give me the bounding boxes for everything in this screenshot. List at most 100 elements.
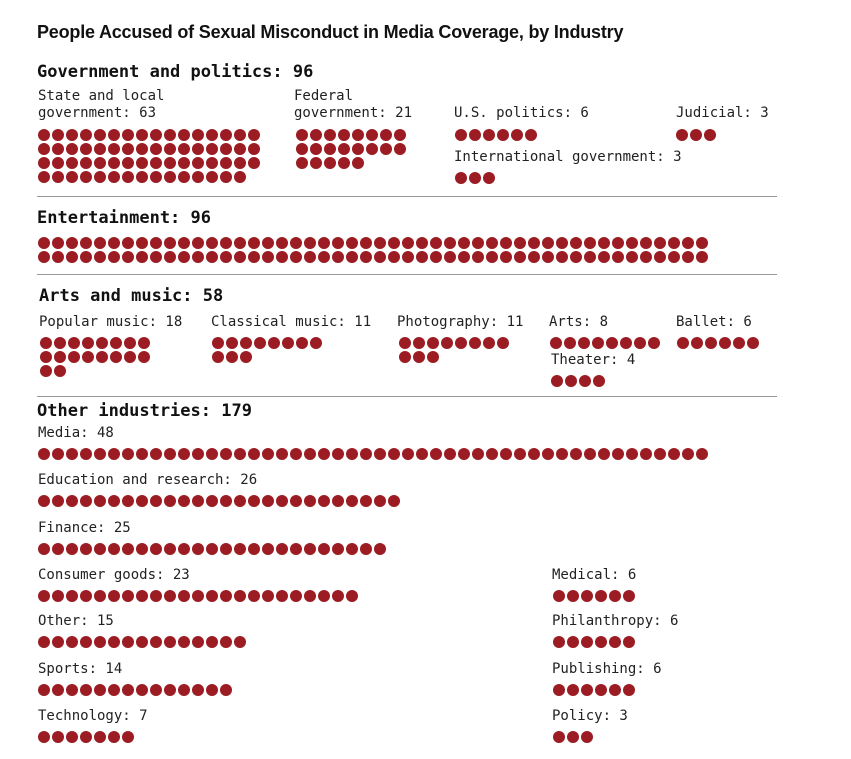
dot-publishing [581, 684, 593, 696]
dot-other [122, 636, 134, 648]
dot-photo [455, 337, 467, 349]
dot-uspolitics [497, 129, 509, 141]
dot-other [206, 636, 218, 648]
dot-entertainment [486, 237, 498, 249]
dot-state [192, 157, 204, 169]
dot-entertainment [626, 237, 638, 249]
dot-media [318, 448, 330, 460]
dot-entertainment [164, 251, 176, 263]
dot-intlgov [483, 172, 495, 184]
dot-entertainment [346, 251, 358, 263]
dot-education [346, 495, 358, 507]
dot-federal [310, 143, 322, 155]
group-label-state-local: State and local government: 63 [38, 88, 165, 121]
dot-media [206, 448, 218, 460]
dot-entertainment [388, 237, 400, 249]
dot-other [108, 636, 120, 648]
dot-federal [380, 143, 392, 155]
section-title-government: Government and politics: 96 [37, 62, 314, 82]
dot-entertainment [444, 237, 456, 249]
dot-philanthropy [623, 636, 635, 648]
dot-finance [136, 543, 148, 555]
dot-state [38, 143, 50, 155]
dot-state [248, 143, 260, 155]
dot-entertainment [290, 237, 302, 249]
dot-media [360, 448, 372, 460]
dot-arts [606, 337, 618, 349]
dot-state [178, 129, 190, 141]
dot-classical [310, 337, 322, 349]
dot-state [136, 157, 148, 169]
dot-state [122, 129, 134, 141]
dot-technology [108, 731, 120, 743]
dot-consumer [248, 590, 260, 602]
dot-media [570, 448, 582, 460]
dot-entertainment [360, 251, 372, 263]
dot-entertainment [262, 237, 274, 249]
dot-uspolitics [455, 129, 467, 141]
dot-popmusic [138, 337, 150, 349]
dot-consumer [52, 590, 64, 602]
dot-judicial [704, 129, 716, 141]
dot-state [66, 157, 78, 169]
dot-finance [108, 543, 120, 555]
dot-education [388, 495, 400, 507]
dot-other [136, 636, 148, 648]
dot-uspolitics [469, 129, 481, 141]
dot-entertainment [374, 237, 386, 249]
dot-media [388, 448, 400, 460]
dot-other [178, 636, 190, 648]
dot-classical [212, 337, 224, 349]
dot-classical [240, 337, 252, 349]
group-label-international-government: International government: 3 [454, 149, 682, 165]
dot-entertainment [94, 251, 106, 263]
dot-education [276, 495, 288, 507]
dot-state [136, 143, 148, 155]
dot-federal [338, 129, 350, 141]
dot-publishing [567, 684, 579, 696]
dot-sports [122, 684, 134, 696]
dot-entertainment [528, 237, 540, 249]
dot-entertainment [80, 251, 92, 263]
dot-education [178, 495, 190, 507]
dot-media [248, 448, 260, 460]
dot-entertainment [136, 251, 148, 263]
dot-finance [164, 543, 176, 555]
dot-education [80, 495, 92, 507]
group-label-popular-music: Popular music: 18 [39, 314, 183, 330]
dot-state [108, 129, 120, 141]
dot-entertainment [206, 251, 218, 263]
dot-state [234, 143, 246, 155]
dot-entertainment [150, 237, 162, 249]
dot-arts [634, 337, 646, 349]
dot-education [206, 495, 218, 507]
dot-federal [338, 157, 350, 169]
dot-state [94, 171, 106, 183]
dot-federal [324, 157, 336, 169]
dot-state [164, 171, 176, 183]
dot-popmusic [68, 351, 80, 363]
dot-entertainment [500, 237, 512, 249]
dot-consumer [122, 590, 134, 602]
dot-media [220, 448, 232, 460]
dot-entertainment [696, 237, 708, 249]
group-label-consumer-goods: Consumer goods: 23 [38, 567, 190, 583]
dot-entertainment [66, 237, 78, 249]
dot-other [150, 636, 162, 648]
dot-state [80, 129, 92, 141]
dot-sports [38, 684, 50, 696]
dot-consumer [220, 590, 232, 602]
dot-entertainment [514, 251, 526, 263]
dot-education [136, 495, 148, 507]
dot-sports [192, 684, 204, 696]
dot-entertainment [668, 237, 680, 249]
dot-entertainment [570, 237, 582, 249]
dot-media [556, 448, 568, 460]
dot-finance [360, 543, 372, 555]
dot-state [94, 157, 106, 169]
dot-finance [318, 543, 330, 555]
dot-finance [38, 543, 50, 555]
dot-state [192, 171, 204, 183]
dot-philanthropy [553, 636, 565, 648]
